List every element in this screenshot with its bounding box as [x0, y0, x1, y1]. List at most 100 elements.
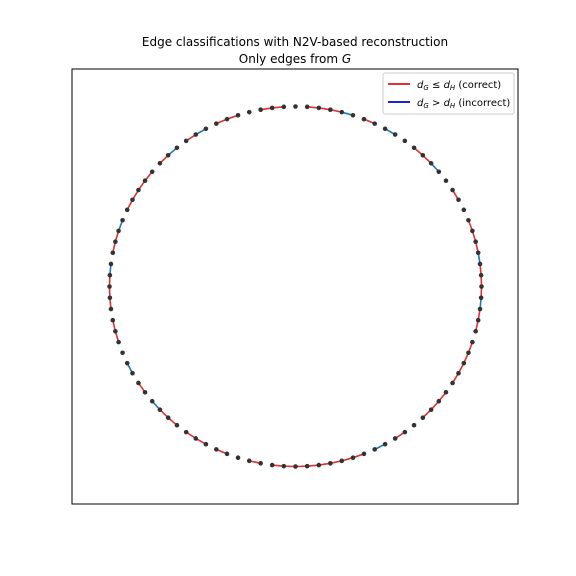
graph-node	[120, 218, 125, 223]
graph-node	[478, 262, 483, 267]
graph-node	[166, 415, 171, 420]
graph-node	[214, 447, 219, 452]
graph-node	[383, 126, 388, 131]
graph-node	[136, 381, 141, 386]
graph-node	[214, 121, 219, 126]
graph-node	[372, 121, 377, 126]
graph-node	[166, 153, 171, 158]
graph-node	[403, 139, 408, 144]
legend: dG ≤ dH (correct) dG > dH (incorrect)	[383, 73, 514, 114]
graph-node	[476, 250, 481, 255]
graph-node	[470, 340, 475, 345]
graph-node	[437, 399, 442, 404]
graph-node	[107, 284, 112, 289]
graph-node	[479, 296, 484, 301]
graph-node	[293, 104, 298, 109]
graph-node	[479, 284, 484, 289]
graph-node	[421, 415, 426, 420]
graph-node	[143, 390, 148, 395]
graph-node	[270, 106, 275, 111]
graph-node	[109, 262, 114, 267]
graph-node	[372, 447, 377, 452]
graph-node	[328, 461, 333, 466]
graph-node	[116, 340, 121, 345]
graph-node	[429, 407, 434, 412]
graph-node	[194, 132, 199, 137]
graph-node	[444, 390, 449, 395]
graph-node	[444, 178, 449, 183]
graph-node	[108, 273, 113, 278]
graph-node	[225, 117, 230, 122]
graph-node	[225, 452, 230, 457]
graph-node	[305, 464, 310, 469]
graph-node	[258, 461, 263, 466]
graph-node	[184, 430, 189, 435]
graph-node	[136, 188, 141, 193]
graph-node	[456, 371, 461, 376]
graph-node	[362, 452, 367, 457]
graph-node	[143, 178, 148, 183]
graph-node	[461, 208, 466, 213]
graph-node	[393, 132, 398, 137]
graph-node	[450, 381, 455, 386]
graph-node	[116, 229, 121, 234]
graph-node	[175, 423, 180, 428]
graph-node	[362, 117, 367, 122]
graph-node	[258, 107, 263, 112]
graph-node	[113, 329, 118, 334]
graph-node	[479, 273, 484, 278]
graph-node	[461, 361, 466, 366]
chart-title-line2: Only edges from G	[239, 52, 351, 66]
chart-title-prefix: Only edges from	[239, 52, 342, 66]
graph-node	[473, 329, 478, 334]
graph-node	[282, 464, 287, 469]
graph-node	[110, 250, 115, 255]
graph-node	[450, 188, 455, 193]
graph-node	[125, 361, 130, 366]
graph-node	[194, 436, 199, 441]
graph-node	[476, 318, 481, 323]
graph-node	[351, 455, 356, 460]
graph-node	[456, 197, 461, 202]
legend-label-correct: dG ≤ dH (correct)	[417, 80, 501, 92]
graph-node	[113, 239, 118, 244]
graph-node	[293, 464, 298, 469]
plot-area-frame	[72, 69, 518, 504]
graph-node	[317, 106, 322, 111]
graph-node	[158, 407, 163, 412]
graph-node	[470, 229, 475, 234]
graph-node	[328, 107, 333, 112]
legend-label-incorrect: dG > dH (incorrect)	[417, 98, 510, 110]
graph-node	[473, 239, 478, 244]
graph-node	[130, 371, 135, 376]
graph-node	[339, 459, 344, 464]
graph-node	[412, 146, 417, 151]
graph-node	[339, 110, 344, 115]
graph-node	[247, 110, 252, 115]
graph-node	[150, 399, 155, 404]
graph-node	[393, 436, 398, 441]
graph-node	[466, 218, 471, 223]
graph-node	[429, 161, 434, 166]
graph-node	[247, 459, 252, 464]
graph-node	[204, 442, 209, 447]
graph-node	[270, 463, 275, 468]
graph-node	[421, 153, 426, 158]
chart-title-line1: Edge classifications with N2V-based reco…	[142, 35, 448, 49]
graph-node	[351, 113, 356, 118]
graph-node	[120, 350, 125, 355]
chart-title-variable: G	[342, 52, 351, 66]
graph-node	[109, 307, 114, 312]
graph-node	[175, 146, 180, 151]
graph-node	[108, 296, 113, 301]
graph-node	[125, 208, 130, 213]
graph-node	[305, 105, 310, 110]
graph-node	[130, 197, 135, 202]
graph-node	[158, 161, 163, 166]
graph-node	[150, 169, 155, 174]
graph-node	[184, 139, 189, 144]
graph-node	[317, 463, 322, 468]
graph-node	[383, 442, 388, 447]
graph-node	[403, 430, 408, 435]
